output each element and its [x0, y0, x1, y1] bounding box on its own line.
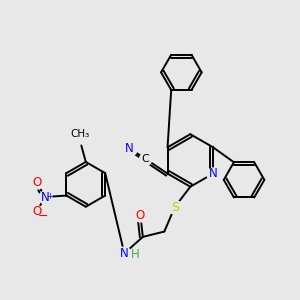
- Text: +: +: [46, 192, 53, 201]
- Text: O: O: [32, 206, 41, 218]
- Text: O: O: [136, 209, 145, 222]
- Text: C: C: [141, 154, 149, 164]
- Text: N: N: [120, 247, 129, 260]
- Text: CH₃: CH₃: [70, 129, 89, 139]
- Text: N: N: [125, 142, 134, 155]
- Text: −: −: [38, 210, 48, 223]
- Text: N: N: [209, 167, 218, 180]
- Text: O: O: [32, 176, 41, 189]
- Text: N: N: [40, 190, 49, 203]
- Text: H: H: [130, 248, 139, 261]
- Text: S: S: [171, 200, 179, 214]
